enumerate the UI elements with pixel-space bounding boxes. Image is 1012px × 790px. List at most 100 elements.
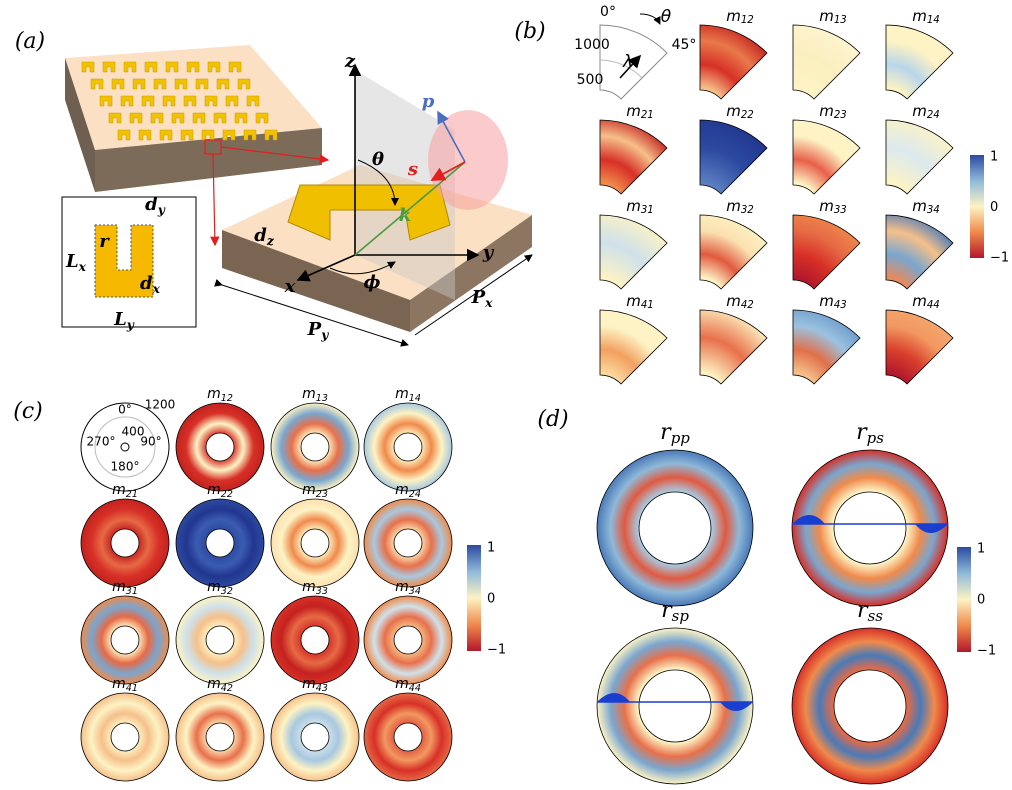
u-element (108, 112, 122, 124)
label-base: m (112, 676, 126, 692)
u-element (228, 61, 242, 73)
u-element (192, 112, 206, 124)
legend-center (120, 442, 130, 452)
cell-side (410, 215, 532, 332)
label-sub: 14 (927, 15, 940, 26)
p-vector (437, 110, 466, 163)
label-base: m (626, 197, 641, 215)
u-element (102, 61, 116, 73)
legend-label: λ (622, 52, 633, 72)
u-element (201, 129, 215, 141)
wedge-plot (885, 119, 954, 195)
phi-arc (329, 261, 396, 275)
label-base: P (471, 287, 486, 308)
colorbar (970, 155, 984, 258)
label-sub: y (126, 318, 135, 332)
schematic-label: ϕ (364, 272, 381, 293)
schematic-label: dy (145, 194, 166, 217)
u-element (174, 78, 188, 90)
wedge-plot (599, 119, 668, 195)
label-sub: y (157, 203, 166, 217)
label-base: r (857, 598, 869, 623)
u-element (90, 78, 104, 90)
wedge-plot (599, 309, 668, 385)
u-element (216, 78, 230, 90)
legend-label: 1000 (574, 37, 610, 53)
panel-label: (b) (514, 19, 545, 44)
u-element (237, 78, 251, 90)
plot-title: m22 (207, 482, 233, 499)
schematic-label: dz (254, 225, 275, 248)
wedge-plot (599, 214, 668, 290)
polar-hole (393, 625, 423, 655)
plot-title: rpp (660, 420, 690, 447)
u-element (141, 95, 155, 107)
wedge-plot (792, 309, 861, 385)
u-element (255, 112, 269, 124)
u-element (234, 112, 248, 124)
plot-title: m12 (726, 7, 754, 27)
label-sub: ss (868, 607, 884, 625)
inset (61, 196, 197, 328)
plot-title: m31 (112, 579, 138, 596)
schematic-label: y (482, 242, 495, 263)
legend-label: 1200 (145, 398, 176, 412)
label-sub: 22 (221, 488, 233, 499)
label-sub: x (484, 296, 493, 310)
connector (220, 146, 330, 164)
legend-label: θ (661, 7, 672, 27)
wedge-plot (699, 119, 768, 195)
s-vector (430, 161, 466, 181)
plot-title: m21 (112, 482, 138, 499)
label-sub: 43 (316, 682, 328, 693)
u-element (264, 129, 278, 141)
phase-lobe (792, 515, 825, 524)
label-base: m (112, 579, 126, 595)
schematic-label: Lx (65, 251, 87, 274)
colorbar-label: −1 (990, 251, 1009, 266)
u-element (195, 78, 209, 90)
plot-title: m34 (912, 197, 940, 217)
u-element (111, 78, 125, 90)
wedge-plot (885, 214, 954, 290)
label-sub: 32 (221, 585, 233, 596)
label-sub: 12 (221, 392, 233, 403)
legend-label: 0° (118, 403, 132, 417)
polar-hole (205, 625, 235, 655)
legend-polar (80, 402, 170, 492)
u-element (183, 95, 197, 107)
plot-title: m33 (819, 197, 847, 217)
schematic-label: z (344, 51, 356, 72)
label-sub: y (320, 328, 329, 342)
lambda-arrow (619, 54, 642, 79)
colorbar-label: 0 (487, 592, 495, 607)
py-dimension (214, 279, 409, 347)
k-vector (354, 161, 466, 256)
schematic (61, 45, 533, 347)
plot-title: m22 (726, 102, 754, 122)
plot-title: m24 (912, 102, 940, 122)
u-element (132, 78, 146, 90)
px-dimension (414, 254, 533, 336)
panel-label: (a) (15, 29, 45, 54)
wedge-plot (699, 309, 768, 385)
u-particle (287, 184, 451, 241)
label-base: m (302, 482, 316, 498)
label-base: m (207, 579, 221, 595)
polar-hole (110, 722, 140, 752)
u-inset (94, 224, 154, 298)
colorbar-label: 1 (990, 150, 998, 165)
plot-title: m24 (395, 482, 421, 499)
polarization-circle (428, 110, 508, 210)
colorbar-label: −1 (487, 643, 506, 658)
label-base: m (726, 197, 741, 215)
label-base: m (912, 7, 927, 25)
phase-lobe (720, 702, 753, 711)
legend-arc (599, 59, 643, 79)
label-sub: 41 (126, 682, 138, 693)
colorbar (467, 545, 481, 651)
plot-title: m32 (207, 579, 233, 596)
label-sub: x (152, 282, 161, 296)
plot-title: m44 (912, 292, 940, 312)
label-sub: z (266, 234, 275, 248)
